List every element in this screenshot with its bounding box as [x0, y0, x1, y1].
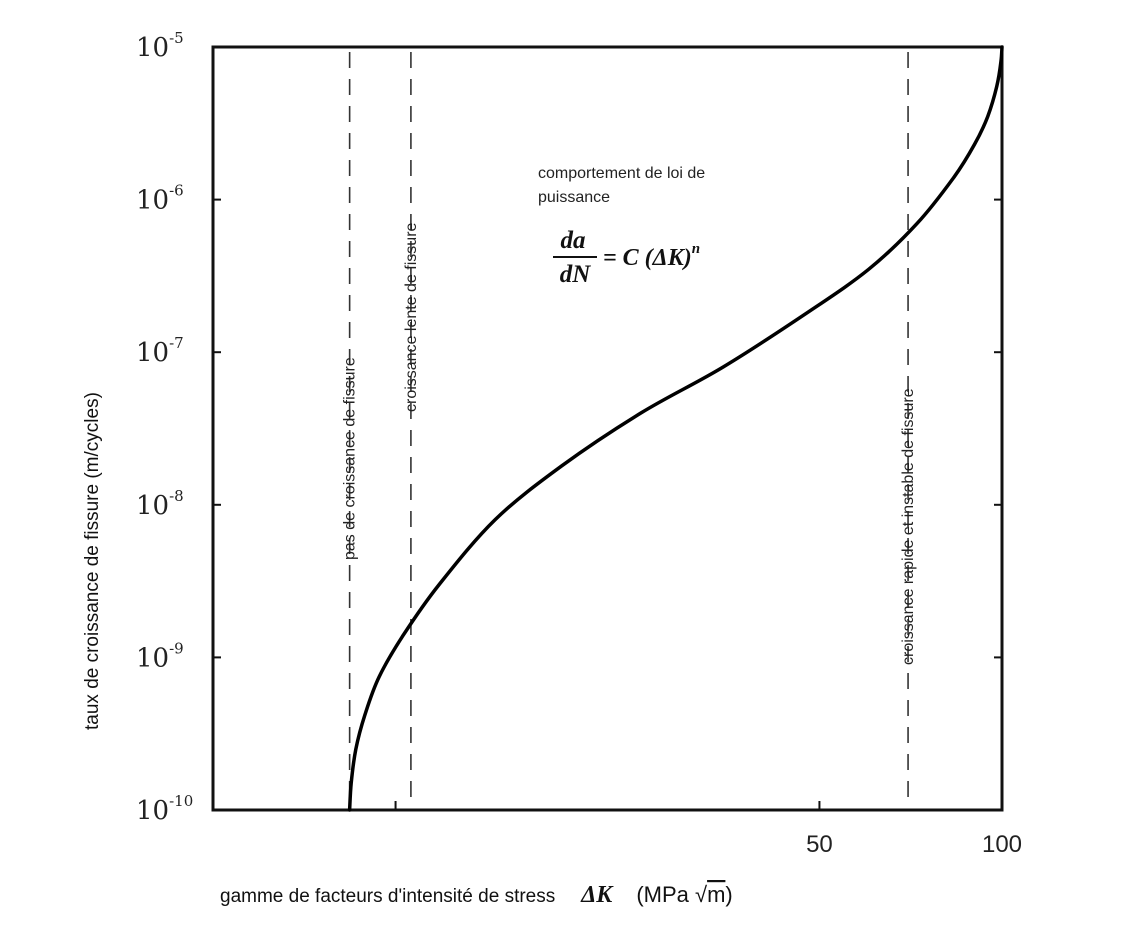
y-tick-label-5: 10-5: [136, 29, 184, 63]
y-tick-label-3: 10-7: [136, 334, 184, 368]
y-tick-base-1: 10: [136, 643, 169, 673]
annotation-line2: puissance: [538, 189, 610, 206]
y-tick-label-0: 10-10: [136, 792, 193, 826]
plot-frame: [211, 45, 1004, 812]
y-tick-exp-3: -7: [169, 334, 184, 352]
equation-exponent: n: [692, 241, 700, 257]
y-tick-base-3: 10: [136, 338, 169, 368]
y-tick-exp-1: -9: [169, 639, 184, 657]
x-axis-unit-sqrt: √: [695, 882, 708, 907]
x-tick-label-1: 50: [806, 831, 833, 858]
equation-denominator: dN: [560, 261, 592, 288]
crack-growth-curve-0: [347, 45, 1004, 812]
y-tick-base-0: 10: [136, 796, 169, 826]
y-tick-exp-4: -6: [169, 182, 184, 200]
y-axis-title: taux de croissance de fissure (m/cycles): [82, 392, 103, 730]
y-tick-label-2: 10-8: [136, 487, 184, 521]
x-axis-symbol: ΔK: [580, 882, 614, 908]
region-label-2: croissance rapide et instable de fissure: [900, 388, 917, 665]
y-tick-exp-5: -5: [169, 29, 184, 47]
x-axis-title-text: gamme de facteurs d'intensité de stress: [220, 886, 555, 907]
equation-rhs-text: = C (ΔK): [603, 245, 692, 271]
x-tick-label-2: 100: [982, 831, 1022, 858]
equation-rhs: = C (ΔK)n: [603, 241, 700, 271]
y-tick-base-4: 10: [136, 186, 169, 216]
annotation-line1: comportement de loi de: [538, 165, 705, 182]
y-tick-base-5: 10: [136, 33, 169, 63]
x-axis-title: gamme de facteurs d'intensité de stress Δ…: [220, 882, 733, 908]
region-label-1: croissance lente de fissure: [403, 222, 420, 412]
y-tick-label-1: 10-9: [136, 639, 184, 673]
region-label-0: pas de croissance de fissure: [342, 357, 359, 560]
y-tick-exp-0: -10: [169, 792, 193, 810]
equation-numerator: da: [561, 227, 586, 254]
y-tick-label-4: 10-6: [136, 182, 184, 216]
x-axis-unit-close: ): [725, 882, 732, 907]
y-tick-exp-2: -8: [169, 487, 184, 505]
power-law-equation: da dN = C (ΔK)n: [553, 227, 700, 288]
x-axis-unit-m: m: [707, 882, 725, 907]
y-tick-base-2: 10: [136, 491, 169, 521]
x-axis-unit-open: (MPa: [636, 882, 695, 907]
